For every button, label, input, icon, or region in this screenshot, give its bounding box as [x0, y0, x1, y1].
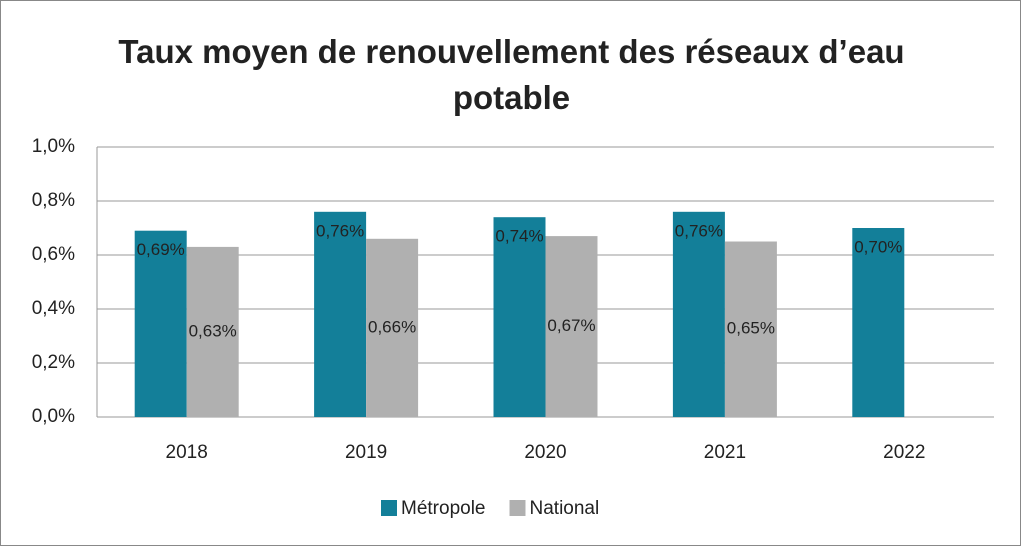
x-tick-label: 2022	[883, 442, 925, 463]
chart-title: Taux moyen de renouvellement des réseaux…	[118, 33, 905, 116]
x-tick-label: 2018	[166, 442, 208, 463]
x-tick-label: 2021	[704, 442, 746, 463]
data-label: 0,76%	[675, 221, 723, 240]
bar	[545, 236, 598, 417]
y-tick-label: 0,0%	[32, 406, 75, 427]
bar	[314, 211, 367, 417]
data-label: 0,65%	[727, 319, 775, 338]
bar	[672, 211, 725, 417]
y-tick-label: 0,4%	[32, 298, 75, 319]
data-label: 0,76%	[316, 221, 364, 240]
bar	[852, 228, 905, 417]
bar	[134, 230, 187, 417]
y-tick-label: 0,8%	[32, 190, 75, 211]
legend-swatch	[509, 500, 526, 516]
data-label: 0,63%	[189, 321, 237, 340]
y-tick-label: 0,6%	[32, 244, 75, 265]
legend-label: Métropole	[401, 498, 486, 519]
legend-swatch	[381, 500, 397, 516]
bar	[493, 217, 546, 417]
data-label: 0,66%	[368, 317, 416, 336]
bar	[366, 238, 419, 417]
x-tick-label: 2019	[345, 442, 387, 463]
data-label: 0,67%	[547, 316, 595, 335]
data-label: 0,70%	[854, 237, 902, 256]
data-label: 0,69%	[137, 240, 185, 259]
data-label: 0,74%	[495, 227, 543, 246]
x-tick-label: 2020	[524, 442, 566, 463]
y-tick-label: 0,2%	[32, 352, 75, 373]
legend-label: National	[530, 498, 600, 519]
bar	[724, 241, 777, 417]
y-tick-label: 1,0%	[32, 136, 75, 157]
bar	[186, 246, 239, 417]
